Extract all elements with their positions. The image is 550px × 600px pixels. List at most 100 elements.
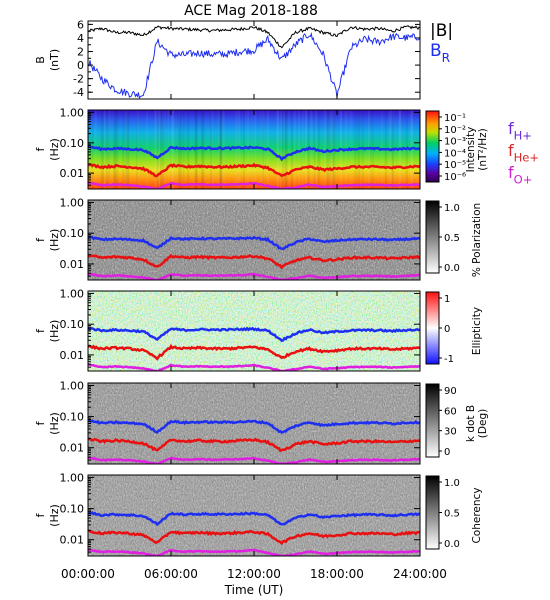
colorbar-gradient [425, 475, 440, 550]
y-axis-unit: (Hz) [48, 504, 61, 527]
colorbar-tick-label: 0 [444, 324, 450, 335]
panel-polarization: 1.00 0.10 0.01 f (Hz) 1.0 0.5 0.0 % Polarization [34, 196, 483, 281]
y-tick-label: 0.01 [60, 258, 85, 271]
y-tick-label: 0.10 [60, 227, 85, 240]
b-series-group [88, 25, 420, 99]
intensity-striation [200, 110, 204, 189]
y-axis-unit: (Hz) [48, 229, 61, 252]
colorbar-label: k dot B [465, 405, 477, 442]
x-axis-label: Time (UT) [224, 583, 284, 597]
colorbar-label: % Polarization [471, 203, 483, 277]
curve-f-h [88, 326, 420, 343]
intensity-striation [162, 110, 164, 189]
intensity-striation [293, 110, 296, 189]
y-tick-label: 1.00 [60, 471, 85, 484]
x-tick-label: 18:00:00 [310, 567, 364, 581]
y-axis-label: f [34, 420, 47, 425]
colorbar-tick-label: 10⁻⁴ [444, 148, 466, 159]
y-tick-label: 2 [77, 46, 84, 59]
colorbar-tick-label: 90 [444, 386, 457, 397]
y-tick-label: 0.10 [60, 411, 85, 424]
intensity-striation [283, 110, 286, 189]
panel-ellipticity: 1.00 0.10 0.01 f (Hz) 1 0 -1 Ellipticity [34, 287, 483, 372]
colorbar: 1.0 0.5 0.0 % Polarization [425, 200, 483, 277]
colorbar-tick-label: 1 [444, 294, 450, 305]
colorbar-tick-label: -1 [444, 354, 454, 365]
curve-f-o [88, 548, 420, 556]
y-tick-label: 0.10 [60, 137, 85, 150]
intensity-striation [281, 110, 285, 189]
y-tick-label: 1.00 [60, 196, 85, 209]
y-axis-unit: (nT) [48, 49, 61, 71]
panel-coherency: 1.00 0.10 0.01 f (Hz) 1.0 0.5 0.0 Coherency [34, 471, 483, 557]
colorbar-label: Ellipticity [471, 307, 483, 355]
y-tick-label: 4 [77, 32, 84, 45]
y-axis-label: f [34, 146, 47, 151]
colorbar: 1 0 -1 Ellipticity [425, 291, 483, 365]
y-tick-label: 6 [77, 18, 84, 31]
legend-o: fO+ [508, 163, 532, 187]
colorbar-gradient [425, 200, 440, 274]
y-tick-label: 0.01 [60, 349, 85, 362]
y-tick-label: 0.01 [60, 442, 85, 455]
intensity-striation [218, 110, 222, 189]
y-axis-unit: (Hz) [48, 320, 61, 343]
y-axis-label: B [34, 56, 47, 64]
intensity-striation [254, 110, 257, 189]
colorbar-tick-label: 0.5 [444, 509, 460, 520]
panel-frame [87, 20, 421, 100]
y-tick-label: 1.00 [60, 106, 85, 119]
colorbar-tick-label: 10⁻¹ [444, 113, 466, 124]
colorbar-tick-label: 10⁻⁵ [444, 160, 466, 171]
y-axis-unit: (Hz) [48, 412, 61, 435]
intensity-striation [154, 110, 157, 189]
intensity-striation [164, 110, 166, 189]
colorbar-gradient [425, 291, 440, 365]
y-tick-label: 0.10 [60, 503, 85, 516]
y-tick-label: 1.00 [60, 379, 85, 392]
intensity-striation [288, 110, 290, 189]
colorbar-unit: (nT²/Hz) [477, 128, 489, 170]
x-tick-label: 12:00:00 [227, 567, 281, 581]
intensity-striation [201, 110, 205, 189]
legend-he: fHe+ [508, 141, 539, 165]
y-axis-label: f [34, 512, 47, 517]
colorbar: 90 60 30 0 k dot B (Deg) [425, 383, 489, 458]
curve-f-h [88, 235, 420, 251]
intensity-striation [323, 110, 327, 189]
curve-f-he [88, 343, 420, 361]
colorbar-gradient [425, 110, 440, 183]
curve-f-he [88, 253, 420, 270]
panel-k_dot_b: 1.00 0.10 0.01 f (Hz) 90 60 30 0 k dot B (Deg) [34, 379, 489, 465]
intensity-striation [243, 110, 246, 189]
colorbar-label: Intensity [465, 127, 477, 173]
colorbar-tick-label: 1.0 [444, 478, 460, 489]
curve-f-h [88, 418, 420, 434]
intensity-striation [284, 110, 287, 189]
intensity-striation [171, 110, 175, 189]
spectrogram-body [88, 475, 420, 556]
intensity-striation [277, 110, 279, 189]
intensity-striation [195, 110, 198, 189]
colorbar-tick-label: 30 [444, 427, 457, 438]
y-tick-label: 0.01 [60, 534, 85, 547]
colorbar-gradient [425, 383, 440, 458]
y-tick-label: 0.10 [60, 318, 85, 331]
legend-h: fH+ [508, 119, 532, 143]
colorbar-tick-label: 10⁻⁶ [444, 172, 466, 183]
curve-f-o [88, 272, 420, 280]
intensity-striation [244, 110, 247, 189]
intensity-striation [260, 110, 262, 189]
intensity-striation [235, 110, 237, 189]
intensity-striation [330, 110, 333, 189]
panel-intensity: 1.00 0.10 0.01 f (Hz) 10⁻¹10⁻²10⁻³10⁻⁴10⁻⁵10⁻… [34, 106, 539, 190]
x-axis: 00:00:00 06:00:00 12:00:00 18:00:00 24:00:00… [61, 567, 447, 597]
curve-f-he [88, 437, 420, 453]
colorbar-tick-label: 0.0 [444, 539, 460, 550]
intensity-striation [162, 110, 165, 189]
intensity-striation [91, 110, 93, 189]
intensity-striation [146, 110, 148, 189]
